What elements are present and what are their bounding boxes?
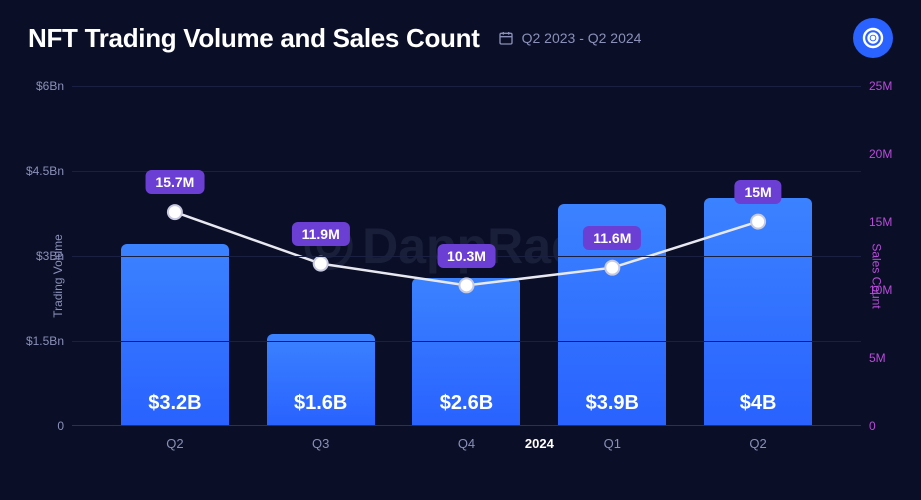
ytick-right: 5M bbox=[869, 351, 886, 365]
bar: $4B bbox=[704, 198, 812, 425]
ytick-right: 0 bbox=[869, 419, 876, 433]
xtick: Q4 bbox=[412, 436, 520, 451]
bar-value-label: $1.6B bbox=[294, 392, 347, 415]
bar-value-label: $4B bbox=[740, 392, 777, 415]
line-value-badge: 15M bbox=[734, 180, 781, 204]
ytick-right: 25M bbox=[869, 79, 892, 93]
ytick-right: 20M bbox=[869, 147, 892, 161]
plot-area: $3.2B$1.6B$2.6B$3.9B$4B 0$1.5Bn$3Bn$4.5B… bbox=[72, 86, 861, 426]
page-title: NFT Trading Volume and Sales Count bbox=[28, 23, 480, 54]
xtick: Q1 bbox=[558, 436, 666, 451]
header: NFT Trading Volume and Sales Count Q2 20… bbox=[0, 0, 921, 66]
calendar-icon bbox=[498, 30, 514, 46]
bar-value-label: $3.2B bbox=[148, 392, 201, 415]
bar-slot: $4B bbox=[704, 198, 812, 425]
ytick-left: $3Bn bbox=[36, 249, 64, 263]
grid-line bbox=[72, 341, 861, 342]
xtick: Q3 bbox=[267, 436, 375, 451]
bar-slot: $2.6B bbox=[412, 278, 520, 425]
date-range: Q2 2023 - Q2 2024 bbox=[498, 30, 642, 46]
brand-logo-icon bbox=[853, 18, 893, 58]
line-value-badge: 10.3M bbox=[437, 244, 496, 268]
chart: DappRadar Trading Volume Sales Count $3.… bbox=[72, 86, 861, 466]
x-axis: Q2 Q3 Q4 Q1 Q2 2024 bbox=[72, 426, 861, 451]
bar-slot: $3.2B bbox=[121, 244, 229, 425]
ytick-right: 10M bbox=[869, 283, 892, 297]
ytick-left: $1.5Bn bbox=[26, 334, 64, 348]
line-value-badge: 15.7M bbox=[145, 170, 204, 194]
bar: $1.6B bbox=[267, 334, 375, 425]
ytick-right: 15M bbox=[869, 215, 892, 229]
xtick: Q2 bbox=[704, 436, 812, 451]
line-value-badge: 11.9M bbox=[292, 222, 350, 246]
date-range-text: Q2 2023 - Q2 2024 bbox=[522, 30, 642, 46]
ytick-left: $4.5Bn bbox=[26, 164, 64, 178]
year-marker: 2024 bbox=[525, 436, 554, 451]
grid-line bbox=[72, 86, 861, 87]
bar-slot: $1.6B bbox=[267, 334, 375, 425]
bar: $2.6B bbox=[412, 278, 520, 425]
bar: $3.2B bbox=[121, 244, 229, 425]
bar-value-label: $2.6B bbox=[440, 392, 493, 415]
y-axis-left-label: Trading Volume bbox=[51, 234, 65, 318]
ytick-left: 0 bbox=[57, 419, 64, 433]
line-value-badge: 11.6M bbox=[583, 226, 641, 250]
bar-value-label: $3.9B bbox=[586, 392, 639, 415]
xtick: Q2 bbox=[121, 436, 229, 451]
ytick-left: $6Bn bbox=[36, 79, 64, 93]
y-axis-right-label: Sales Count bbox=[869, 243, 883, 308]
